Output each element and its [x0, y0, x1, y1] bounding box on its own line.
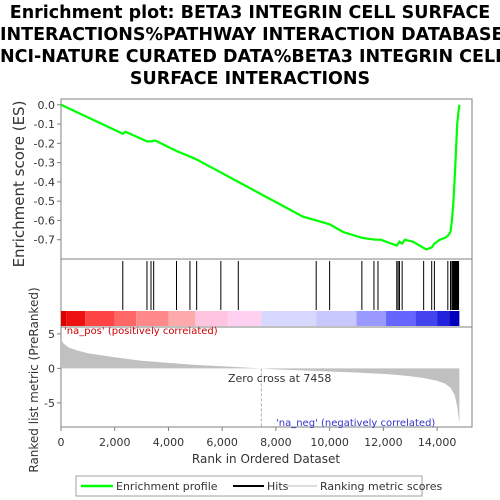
es-y-tick-label: -0.2 [34, 137, 55, 150]
heatmap-segment [416, 311, 437, 326]
rank-y-tick-label: 5 [48, 328, 55, 341]
x-tick-label: 12,000 [364, 436, 403, 449]
heatmap-segment [261, 311, 316, 326]
x-tick-label: 10,000 [310, 436, 349, 449]
x-tick-label: 8,000 [260, 436, 292, 449]
rank-y-tick-label: 0 [48, 362, 55, 375]
heatmap-segment [316, 311, 356, 326]
heatmap-segment [437, 311, 449, 326]
heatmap-segment [195, 311, 227, 326]
heatmap-segment [449, 311, 459, 326]
x-tick-label: 14,000 [418, 436, 457, 449]
x-tick-label: 0 [58, 436, 65, 449]
heatmap-segment [356, 311, 386, 326]
es-y-tick-label: -0.3 [34, 157, 55, 170]
es-y-tick-label: 0.0 [38, 99, 56, 112]
es-y-tick-label: -0.1 [34, 118, 55, 131]
legend-hits-label: Hits [267, 480, 289, 493]
zero-cross-label: Zero cross at 7458 [228, 372, 331, 385]
es-y-tick-label: -0.4 [34, 176, 55, 189]
heatmap-segment [136, 311, 168, 326]
legend-ranking-label: Ranking metric scores [320, 480, 442, 493]
neg-correlated-label: 'na_neg' (negatively correlated) [276, 418, 435, 429]
x-tick-label: 6,000 [206, 436, 238, 449]
heatmap-segment [386, 311, 416, 326]
legend-enrichment-label: Enrichment profile [116, 480, 218, 493]
pos-correlated-label: 'na_pos' (positively correlated) [64, 326, 218, 337]
heatmap-segment [115, 311, 136, 326]
heatmap-segment [66, 311, 85, 326]
rank-y-tick-label: -5 [44, 397, 55, 410]
es-y-tick-label: -0.7 [34, 234, 55, 247]
ranking-axis-label: Ranked list metric (PreRanked) [27, 287, 41, 472]
heatmap-segment [61, 311, 66, 326]
es-panel [61, 99, 472, 259]
x-axis-label: Rank in Ordered Dataset [192, 452, 340, 466]
es-y-tick-label: -0.6 [34, 214, 55, 227]
es-y-tick-label: -0.5 [34, 195, 55, 208]
heatmap-segment [168, 311, 195, 326]
es-axis-label: Enrichment score (ES) [10, 101, 28, 268]
heatmap-segment [85, 311, 115, 326]
x-tick-label: 2,000 [99, 436, 131, 449]
heatmap-segment [228, 311, 262, 326]
x-tick-label: 4,000 [153, 436, 185, 449]
